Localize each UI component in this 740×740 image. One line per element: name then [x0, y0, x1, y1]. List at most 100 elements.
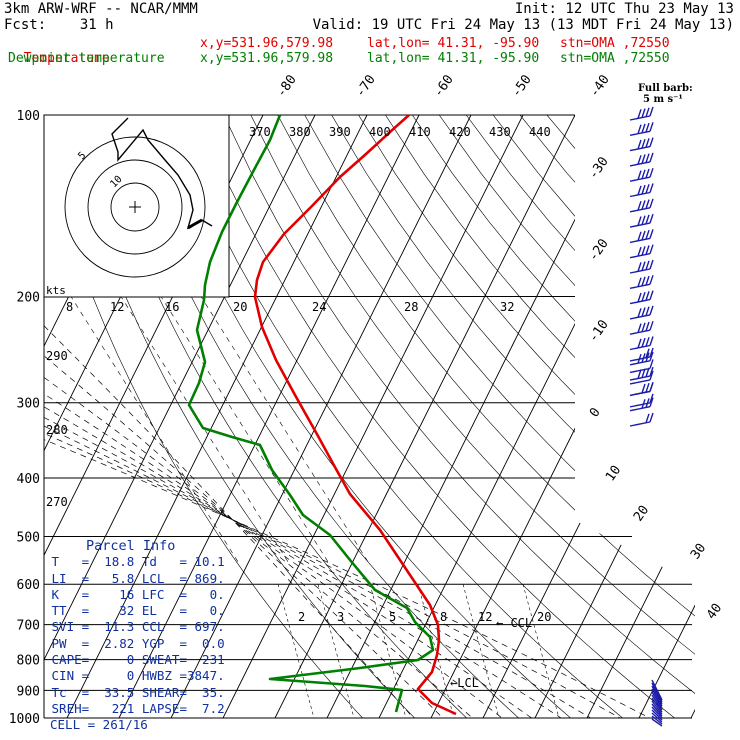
- isotherm-label: 0: [587, 405, 604, 420]
- wind-barb: [629, 244, 654, 259]
- dry-adiabat-line: [196, 115, 692, 718]
- speed-label: 8: [66, 300, 73, 314]
- wind-barb: [651, 703, 663, 717]
- isotherm-line: [60, 115, 368, 718]
- isotherm-line: [476, 115, 695, 718]
- temperature-station: stn=OMA ,72550: [560, 36, 670, 51]
- wind-barb: [629, 137, 654, 152]
- moist-adiabat-line: [44, 115, 550, 718]
- model-title: 3km ARW-WRF -- NCAR/MMM: [4, 1, 198, 17]
- speed-label: 16: [165, 300, 179, 314]
- hodograph-ring: [110, 182, 160, 232]
- pressure-label: 500: [17, 530, 40, 545]
- dry-adiabat-line: [358, 115, 695, 718]
- isotherm-label: -80: [274, 72, 300, 100]
- ccl-annotation: ← CCL: [496, 616, 532, 630]
- wind-barb: [629, 359, 654, 374]
- parcel-row: Tc = 33.5 SHEAR= 35.: [44, 684, 225, 700]
- parcel-row: CIN = 0 HWBZ =3847.: [44, 668, 225, 684]
- moist-adiabat-line: [44, 115, 488, 718]
- mixing-ratio-label: 8: [440, 610, 447, 624]
- isotherm-line: [320, 115, 628, 718]
- wind-barb: [651, 682, 663, 703]
- wind-barb: [651, 697, 663, 713]
- pressure-label: 600: [17, 578, 40, 593]
- pressure-label: 700: [17, 619, 40, 634]
- barb-legend-value: 5 m s⁻¹: [643, 94, 683, 105]
- temperature-latlon: lat,lon= 41.31, -95.90: [367, 36, 540, 51]
- isotherm-label: -30: [586, 154, 612, 182]
- parcel-info-rows: T = 18.8 Td = 10.1 LI = 5.8 LCL = 869. K…: [44, 554, 234, 717]
- wind-barb: [629, 382, 654, 397]
- theta-label: 280: [46, 423, 68, 437]
- speed-line: [199, 294, 371, 566]
- wind-barb: [629, 152, 654, 167]
- wind-barb: [629, 305, 654, 320]
- wind-barb: [651, 712, 663, 723]
- hodograph-units: kts: [46, 284, 66, 297]
- dry-adiabat-line: [600, 115, 695, 718]
- dry-adiabat-line: [277, 115, 695, 718]
- barb-legend-title: Full barb:: [638, 83, 693, 94]
- wind-barb: [629, 183, 654, 198]
- wind-barb: [629, 106, 654, 121]
- isotherm-line: [112, 115, 420, 718]
- wind-barb: [629, 347, 654, 362]
- mixing-ratio-label: 20: [537, 610, 551, 624]
- temperature-xy: x,y=531.96,579.98: [200, 36, 334, 51]
- sounding-traces: [187, 114, 457, 716]
- theta-label: 440: [529, 125, 551, 139]
- mixing-ratio-line: [417, 584, 455, 718]
- pressure-label: 1000: [9, 712, 40, 727]
- parcel-row: SVI = 11.3 CCL = 697.: [44, 619, 225, 635]
- parcel-info-title: Parcel Info: [86, 538, 176, 554]
- isotherm-line: [216, 115, 524, 718]
- wind-barb: [651, 691, 663, 709]
- isotherm-label: 10: [603, 463, 624, 484]
- wind-barb: [629, 370, 654, 385]
- dry-adiabat-line: [573, 115, 695, 718]
- dry-adiabat-line: [412, 115, 695, 718]
- dry-adiabat-line: [169, 115, 639, 718]
- speed-label: 12: [110, 300, 124, 314]
- isotherm-label: -60: [431, 72, 457, 100]
- parcel-row: CAPE= 0 SWEAT= 231: [44, 652, 225, 668]
- hodograph-ring: [64, 136, 206, 278]
- parcel-row: TT = 32 EL = 0.: [44, 603, 225, 619]
- wind-barb: [629, 198, 654, 213]
- wind-barb: [651, 685, 663, 705]
- pressure-label: 900: [17, 684, 40, 699]
- theta-label: 390: [329, 125, 351, 139]
- wind-barb: [629, 167, 654, 182]
- theta-label: 400: [369, 125, 391, 139]
- parcel-row: SREH= 221 LAPSE= 7.2: [44, 700, 225, 716]
- mixing-ratio-label: 3: [337, 610, 344, 624]
- mixing-ratio-label: 12: [478, 610, 492, 624]
- mixing-ratio-line: [462, 584, 500, 718]
- hodograph-trace-end: [187, 218, 203, 230]
- wind-barb: [629, 393, 654, 408]
- parcel-row: T = 18.8 Td = 10.1: [44, 554, 225, 570]
- parcel-row: LI = 5.8 LCL = 869.: [44, 570, 225, 586]
- theta-label: 430: [489, 125, 511, 139]
- valid-time: Valid: 19 UTC Fri 24 May 13 (13 MDT Fri …: [312, 17, 734, 33]
- speed-label: 24: [312, 300, 326, 314]
- wind-barb: [629, 412, 654, 427]
- wind-barb: [651, 700, 663, 715]
- wind-barb-column: [629, 106, 663, 727]
- isotherm-label: 40: [704, 601, 725, 622]
- hodograph-ring: [87, 159, 183, 255]
- dry-adiabat-line: [492, 115, 695, 718]
- dry-adiabat-line: [116, 115, 533, 718]
- moist-adiabat-line: [44, 115, 675, 718]
- parcel-row: PW = 2.82 YGP = 0.0: [44, 635, 225, 651]
- isotherm-label: -10: [586, 317, 612, 345]
- theta-label: 290: [46, 349, 68, 363]
- mixing-ratio-line: [522, 584, 560, 718]
- speed-line: [69, 294, 241, 566]
- mixing-ratio-label: 5: [389, 610, 396, 624]
- dewpoint-trace: [187, 114, 435, 713]
- pressure-label: 200: [17, 291, 40, 306]
- theta-label: 270: [46, 495, 68, 509]
